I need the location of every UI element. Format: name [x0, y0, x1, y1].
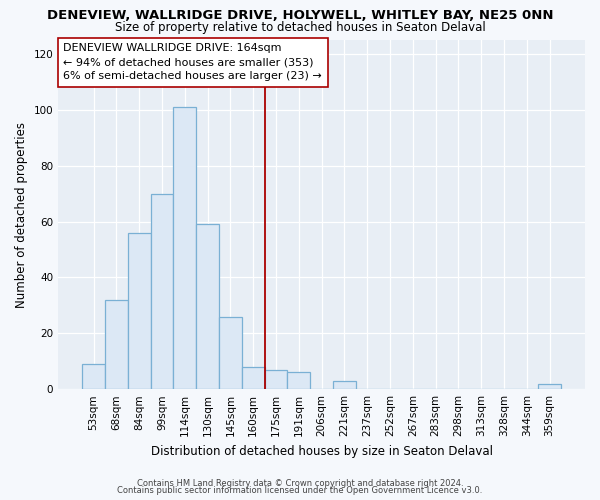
Text: DENEVIEW WALLRIDGE DRIVE: 164sqm
← 94% of detached houses are smaller (353)
6% o: DENEVIEW WALLRIDGE DRIVE: 164sqm ← 94% o… — [64, 44, 322, 82]
Text: Contains public sector information licensed under the Open Government Licence v3: Contains public sector information licen… — [118, 486, 482, 495]
Bar — [151, 194, 173, 389]
Y-axis label: Number of detached properties: Number of detached properties — [15, 122, 28, 308]
Text: Contains HM Land Registry data © Crown copyright and database right 2024.: Contains HM Land Registry data © Crown c… — [137, 478, 463, 488]
Bar — [538, 384, 561, 389]
Bar — [219, 316, 242, 389]
Bar — [173, 107, 196, 389]
Bar — [333, 381, 356, 389]
Bar — [287, 372, 310, 389]
Bar — [128, 232, 151, 389]
Bar — [242, 367, 265, 389]
Text: Size of property relative to detached houses in Seaton Delaval: Size of property relative to detached ho… — [115, 21, 485, 34]
Bar — [265, 370, 287, 389]
Bar — [82, 364, 105, 389]
Bar — [196, 224, 219, 389]
X-axis label: Distribution of detached houses by size in Seaton Delaval: Distribution of detached houses by size … — [151, 444, 493, 458]
Text: DENEVIEW, WALLRIDGE DRIVE, HOLYWELL, WHITLEY BAY, NE25 0NN: DENEVIEW, WALLRIDGE DRIVE, HOLYWELL, WHI… — [47, 9, 553, 22]
Bar — [105, 300, 128, 389]
